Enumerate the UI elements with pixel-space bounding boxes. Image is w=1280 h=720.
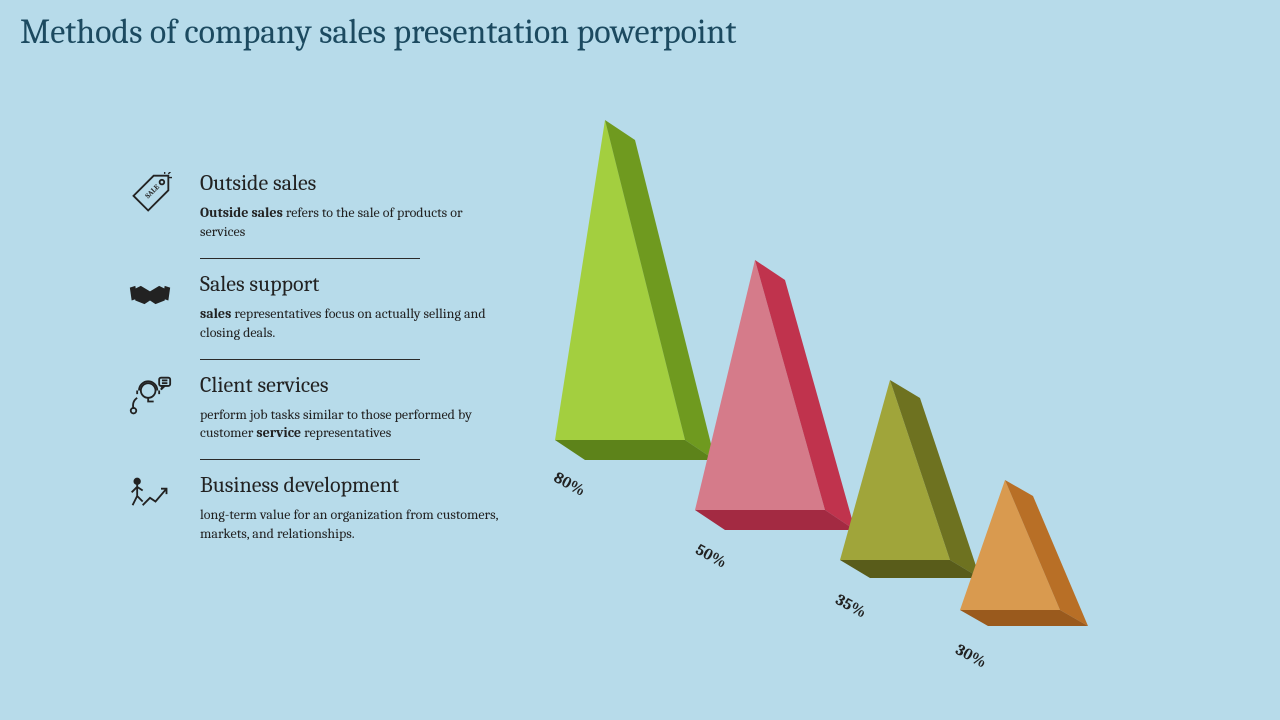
divider bbox=[200, 359, 420, 360]
handshake-icon bbox=[120, 271, 180, 317]
slide: Methods of company sales presentation po… bbox=[0, 0, 1280, 720]
item-title: Client services bbox=[200, 372, 500, 398]
list-item: Business development long-term value for… bbox=[120, 462, 500, 558]
list-item: Sales support sales representatives focu… bbox=[120, 261, 500, 357]
page-title: Methods of company sales presentation po… bbox=[20, 12, 736, 52]
support-agent-icon bbox=[120, 372, 180, 418]
item-title: Outside sales bbox=[200, 170, 500, 196]
item-desc: sales representatives focus on actually … bbox=[200, 305, 500, 343]
triangle-chart bbox=[520, 90, 1140, 650]
divider bbox=[200, 258, 420, 259]
list-item: SALE Outside sales Outside sales refers … bbox=[120, 160, 500, 256]
item-desc: long-term value for an organization from… bbox=[200, 506, 500, 544]
item-desc: perform job tasks similar to those perfo… bbox=[200, 406, 500, 444]
list-item: Client services perform job tasks simila… bbox=[120, 362, 500, 458]
divider bbox=[200, 459, 420, 460]
chart-bar bbox=[695, 260, 855, 530]
chart-bar bbox=[840, 380, 980, 578]
methods-list: SALE Outside sales Outside sales refers … bbox=[120, 160, 500, 558]
chart-bar bbox=[960, 480, 1088, 626]
chart-bar bbox=[555, 120, 715, 460]
item-title: Sales support bbox=[200, 271, 500, 297]
sale-tag-icon: SALE bbox=[120, 170, 180, 216]
item-desc: Outside sales refers to the sale of prod… bbox=[200, 204, 500, 242]
svg-text:SALE: SALE bbox=[143, 182, 161, 200]
item-title: Business development bbox=[200, 472, 500, 498]
growth-person-icon bbox=[120, 472, 180, 518]
